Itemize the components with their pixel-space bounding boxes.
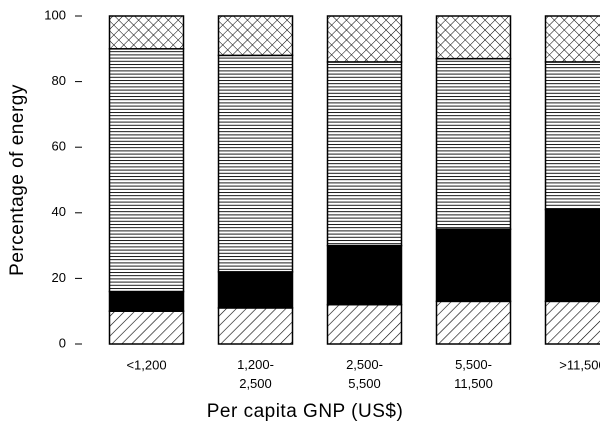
x-axis-title: Per capita GNP (US$) (207, 401, 404, 422)
bar-segment (217, 15, 294, 57)
bar-segment (435, 57, 512, 230)
bar-segment (326, 61, 403, 247)
y-tick-label: 40 (52, 204, 66, 219)
bar-segment (544, 300, 600, 345)
bar-segment (435, 15, 512, 60)
bar-segment (544, 208, 600, 303)
bar-segment (326, 303, 403, 345)
bar-segment (217, 54, 294, 273)
y-tick-label: 20 (52, 270, 66, 285)
bar-segment (544, 15, 600, 63)
y-tick-label: 60 (52, 139, 66, 154)
x-tick-label: 1,200-2,500 (237, 357, 274, 391)
bar-segment (435, 300, 512, 345)
y-tick-label: 0 (59, 335, 66, 350)
bar-segment (435, 228, 512, 303)
bar-segment (326, 15, 403, 63)
x-tick-label: 2,500-5,500 (346, 357, 383, 391)
bar-segment (217, 307, 294, 345)
bar-segment (217, 271, 294, 309)
y-tick-label: 100 (44, 7, 66, 22)
bar-segment (108, 290, 185, 312)
y-axis-title: Percentage of energy (7, 84, 28, 276)
bar-segment (108, 15, 185, 50)
x-tick-label: 5,500-11,500 (454, 357, 493, 391)
x-tick-label: >11,500 (559, 357, 600, 372)
x-tick-label: <1,200 (126, 357, 166, 372)
y-tick-label: 80 (52, 73, 66, 88)
bar-segment (108, 48, 185, 293)
bar-segment (108, 310, 185, 345)
bar-segment (544, 61, 600, 211)
bar-segment (326, 244, 403, 306)
